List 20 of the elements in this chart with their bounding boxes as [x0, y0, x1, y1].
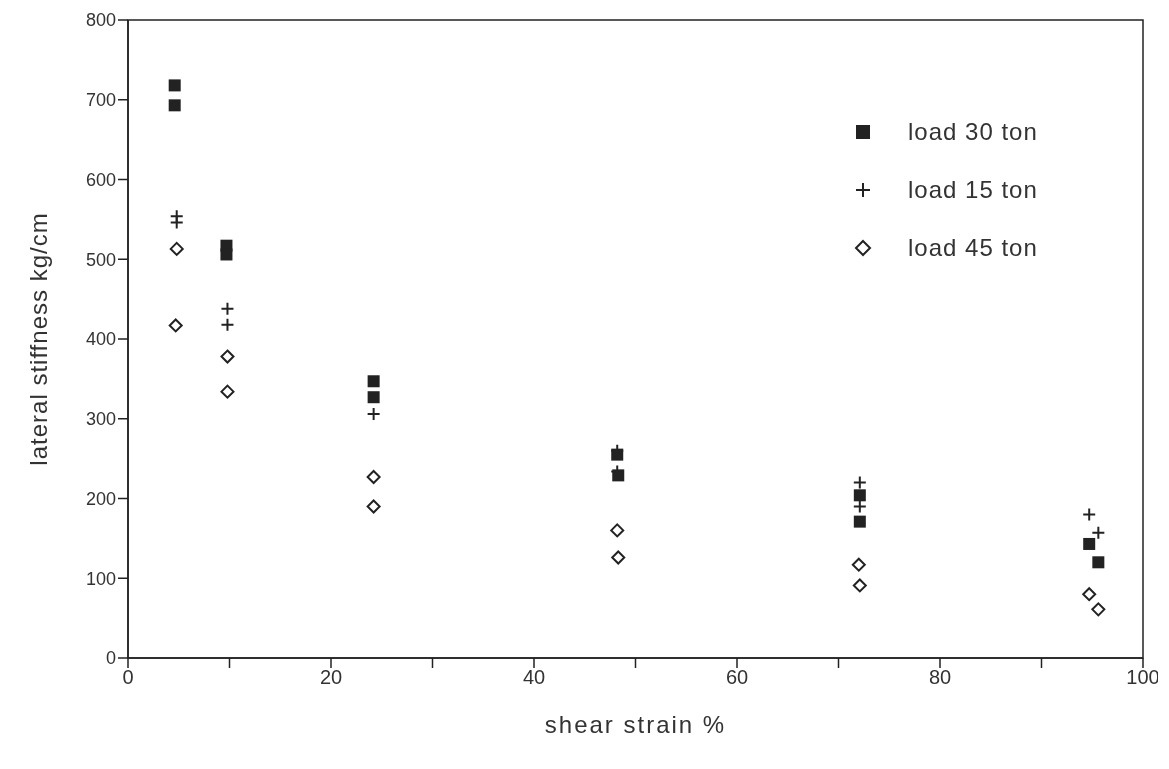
x-tick-label: 20 [319, 666, 343, 689]
y-tick-label: 500 [85, 249, 116, 270]
y-tick-label: 200 [85, 488, 116, 509]
legend-label: load 45 ton [908, 234, 1038, 262]
y-axis-title: lateral stiffness kg/cm [24, 212, 52, 466]
x-axis-title: shear strain % [544, 711, 727, 738]
y-tick-label: 600 [85, 169, 116, 190]
y-tick-label: 800 [85, 10, 116, 31]
x-tick-label: 80 [928, 666, 952, 689]
x-tick-label: 60 [725, 666, 749, 689]
y-tick-label: 700 [85, 90, 116, 111]
legend-label: load 30 ton [908, 118, 1038, 146]
legend-label: load 15 ton [908, 176, 1038, 204]
y-tick-label: 0 [105, 648, 116, 669]
x-tick-label: 40 [522, 666, 546, 689]
y-tick-label: 100 [85, 568, 116, 589]
y-tick-label: 300 [85, 409, 116, 430]
x-tick-label: 100 [1126, 666, 1160, 689]
x-tick-label: 0 [122, 666, 134, 689]
y-tick-label: 400 [85, 329, 116, 350]
